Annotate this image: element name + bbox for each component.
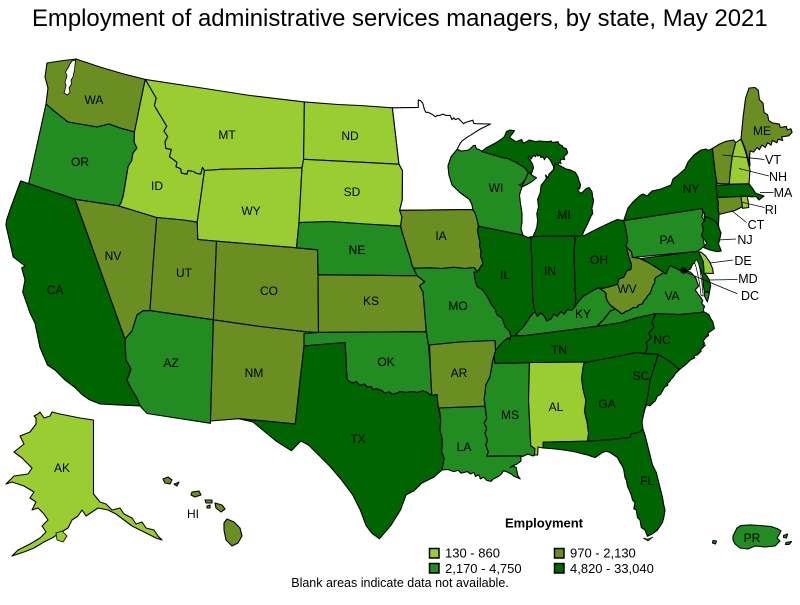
svg-text:WI: WI (489, 181, 504, 195)
svg-text:SC: SC (633, 369, 650, 383)
svg-text:HI: HI (187, 507, 199, 521)
svg-text:Blank areas indicate data not: Blank areas indicate data not available. (291, 576, 509, 590)
svg-text:PR: PR (744, 531, 761, 545)
svg-text:OH: OH (590, 253, 608, 267)
svg-text:AK: AK (54, 461, 70, 475)
svg-text:KY: KY (575, 307, 591, 321)
svg-text:VA: VA (664, 289, 679, 303)
svg-text:AL: AL (549, 400, 564, 414)
svg-text:NH: NH (769, 170, 787, 184)
svg-text:KS: KS (363, 294, 379, 308)
svg-text:NM: NM (245, 366, 264, 380)
svg-text:WA: WA (85, 93, 104, 107)
svg-text:970 - 2,130: 970 - 2,130 (570, 546, 636, 561)
svg-text:MS: MS (501, 408, 519, 422)
svg-text:4,820 - 33,040: 4,820 - 33,040 (570, 561, 654, 576)
svg-text:NV: NV (105, 249, 122, 263)
svg-text:TN: TN (551, 343, 567, 357)
svg-text:MA: MA (774, 186, 793, 200)
svg-text:SD: SD (344, 185, 361, 199)
svg-text:OR: OR (71, 155, 89, 169)
svg-text:PA: PA (659, 233, 674, 247)
svg-text:MI: MI (557, 208, 570, 222)
svg-text:Employment of administrative s: Employment of administrative services ma… (32, 5, 768, 32)
svg-text:CA: CA (47, 283, 64, 297)
svg-text:NY: NY (683, 182, 700, 196)
svg-text:DC: DC (741, 289, 759, 303)
svg-text:IN: IN (544, 264, 556, 278)
svg-text:NC: NC (653, 333, 671, 347)
svg-text:OK: OK (377, 355, 394, 369)
svg-text:DE: DE (734, 254, 751, 268)
svg-text:NJ: NJ (737, 233, 752, 247)
svg-text:WY: WY (241, 204, 260, 218)
svg-text:FL: FL (640, 474, 654, 488)
svg-text:ND: ND (341, 129, 359, 143)
svg-text:RI: RI (765, 203, 778, 217)
svg-text:WV: WV (617, 282, 636, 296)
svg-text:AZ: AZ (163, 356, 178, 370)
svg-text:IL: IL (500, 268, 510, 282)
svg-text:GA: GA (598, 397, 615, 411)
svg-text:UT: UT (176, 266, 193, 280)
svg-text:CT: CT (748, 218, 765, 232)
svg-text:AR: AR (451, 366, 468, 380)
svg-text:ID: ID (151, 179, 163, 193)
svg-text:TX: TX (350, 432, 365, 446)
svg-text:LA: LA (457, 440, 472, 454)
svg-text:Employment: Employment (505, 516, 584, 531)
svg-text:MD: MD (738, 272, 757, 286)
svg-text:ME: ME (753, 124, 771, 138)
svg-text:130 - 860: 130 - 860 (445, 546, 500, 561)
svg-text:MT: MT (218, 128, 236, 142)
svg-text:NE: NE (349, 243, 366, 257)
svg-text:IA: IA (435, 229, 446, 243)
svg-text:2,170 - 4,750: 2,170 - 4,750 (445, 561, 522, 576)
svg-text:CO: CO (260, 284, 278, 298)
svg-text:VT: VT (765, 153, 781, 167)
svg-text:MO: MO (448, 299, 467, 313)
